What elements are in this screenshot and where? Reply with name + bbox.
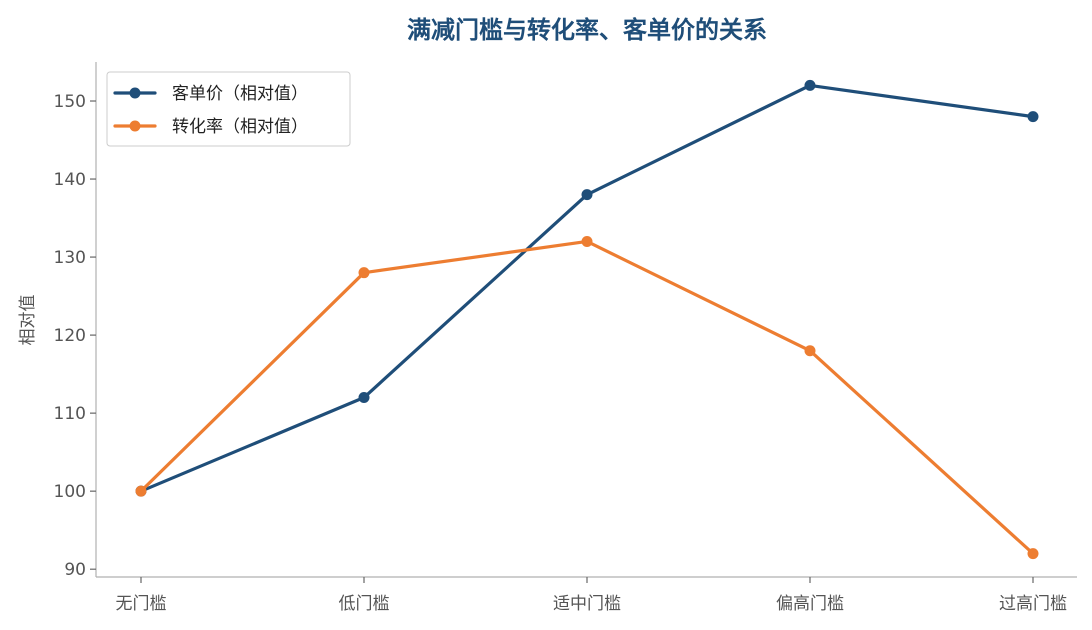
y-tick-label: 90 bbox=[64, 560, 86, 580]
y-tick-label: 140 bbox=[54, 170, 86, 190]
data-point-1 bbox=[581, 235, 593, 247]
data-point-0 bbox=[1027, 111, 1039, 123]
x-tick-label: 偏高门槛 bbox=[776, 594, 844, 614]
chart-title: 满减门槛与转化率、客单价的关系 bbox=[407, 16, 767, 44]
y-tick-label: 120 bbox=[54, 326, 86, 346]
legend-box bbox=[106, 71, 351, 147]
y-tick-label: 100 bbox=[54, 482, 86, 502]
legend-label-0: 客单价（相对值） bbox=[172, 84, 308, 104]
legend-marker-0 bbox=[129, 87, 141, 99]
x-tick-label: 无门槛 bbox=[116, 594, 167, 614]
x-tick-label: 适中门槛 bbox=[553, 594, 621, 614]
legend-label-1: 转化率（相对值） bbox=[172, 117, 308, 137]
y-tick-label: 130 bbox=[54, 248, 86, 268]
y-tick-label: 110 bbox=[54, 404, 86, 424]
data-point-1 bbox=[1027, 548, 1039, 560]
legend-marker-1 bbox=[129, 120, 141, 132]
data-point-0 bbox=[581, 189, 593, 201]
data-point-0 bbox=[804, 79, 816, 91]
y-tick-label: 150 bbox=[54, 92, 86, 112]
legend: 客单价（相对值） 转化率（相对值） bbox=[106, 71, 351, 147]
x-tick-label: 低门槛 bbox=[339, 594, 390, 614]
y-ticks: 90 100 110 120 130 140 150 bbox=[54, 92, 96, 580]
series-layer bbox=[135, 79, 1039, 560]
data-point-0 bbox=[358, 392, 370, 404]
x-ticks: 无门槛 低门槛 适中门槛 偏高门槛 过高门槛 bbox=[116, 577, 1067, 614]
series-line-1 bbox=[139, 239, 1035, 556]
data-point-1 bbox=[358, 267, 370, 279]
y-axis-label: 相对值 bbox=[18, 295, 38, 346]
x-tick-label: 过高门槛 bbox=[999, 594, 1067, 614]
data-point-1 bbox=[804, 345, 816, 357]
data-point-1 bbox=[135, 485, 147, 497]
